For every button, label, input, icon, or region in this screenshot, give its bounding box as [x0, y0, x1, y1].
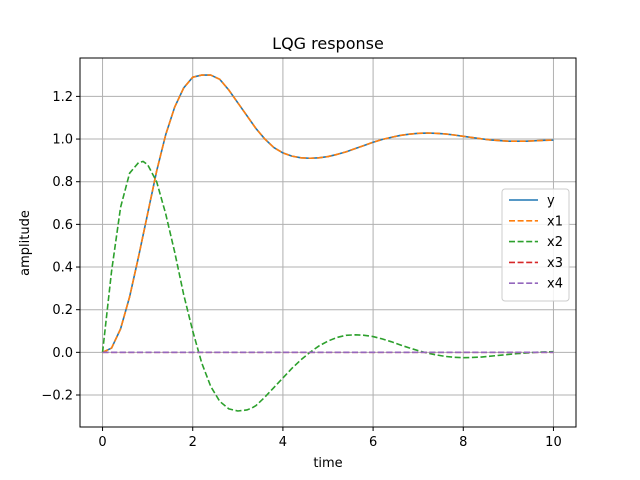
- y-tick-label: 0.4: [52, 261, 73, 276]
- series-line-x1: [102, 74, 554, 354]
- series-lines: [101, 74, 554, 412]
- y-tick-label: 1.0: [52, 133, 73, 148]
- y-tick-label: 0.2: [52, 303, 73, 318]
- legend-label-y: y: [547, 194, 555, 209]
- x-tick-label: 8: [459, 435, 467, 450]
- x-tick-label: 2: [189, 435, 197, 450]
- legend-box: [501, 188, 570, 302]
- x-tick-label: 10: [545, 435, 562, 450]
- y-tick-label: 0.0: [52, 346, 73, 361]
- x-axis-label: time: [313, 456, 342, 471]
- x-tick-label: 0: [98, 435, 106, 450]
- grid-lines: [80, 58, 576, 427]
- legend-label-x1: x1: [547, 214, 563, 229]
- x-tick-label: 6: [369, 435, 377, 450]
- legend-label-x3: x3: [547, 256, 563, 271]
- y-tick-label: 1.2: [52, 90, 73, 105]
- legend-label-x4: x4: [547, 277, 563, 292]
- x-tick-label: 4: [279, 435, 287, 450]
- chart-title: LQG response: [272, 34, 384, 53]
- y-axis-label: amplitude: [18, 210, 33, 276]
- legend-label-x2: x2: [547, 235, 563, 250]
- y-tick-label: 0.8: [52, 175, 73, 190]
- y-tick-label: 0.6: [52, 218, 73, 233]
- series-line-x2: [101, 160, 554, 412]
- legend: y x1 x2 x3 x4: [501, 188, 570, 302]
- axes-frame: [79, 57, 577, 428]
- y-tick-label: −0.2: [41, 389, 73, 404]
- axis-ticks: 0 2 4 6 8 10 −0.2 0.0 0.2 0.4 0.6 0.8 1.0 1.2: [41, 90, 561, 450]
